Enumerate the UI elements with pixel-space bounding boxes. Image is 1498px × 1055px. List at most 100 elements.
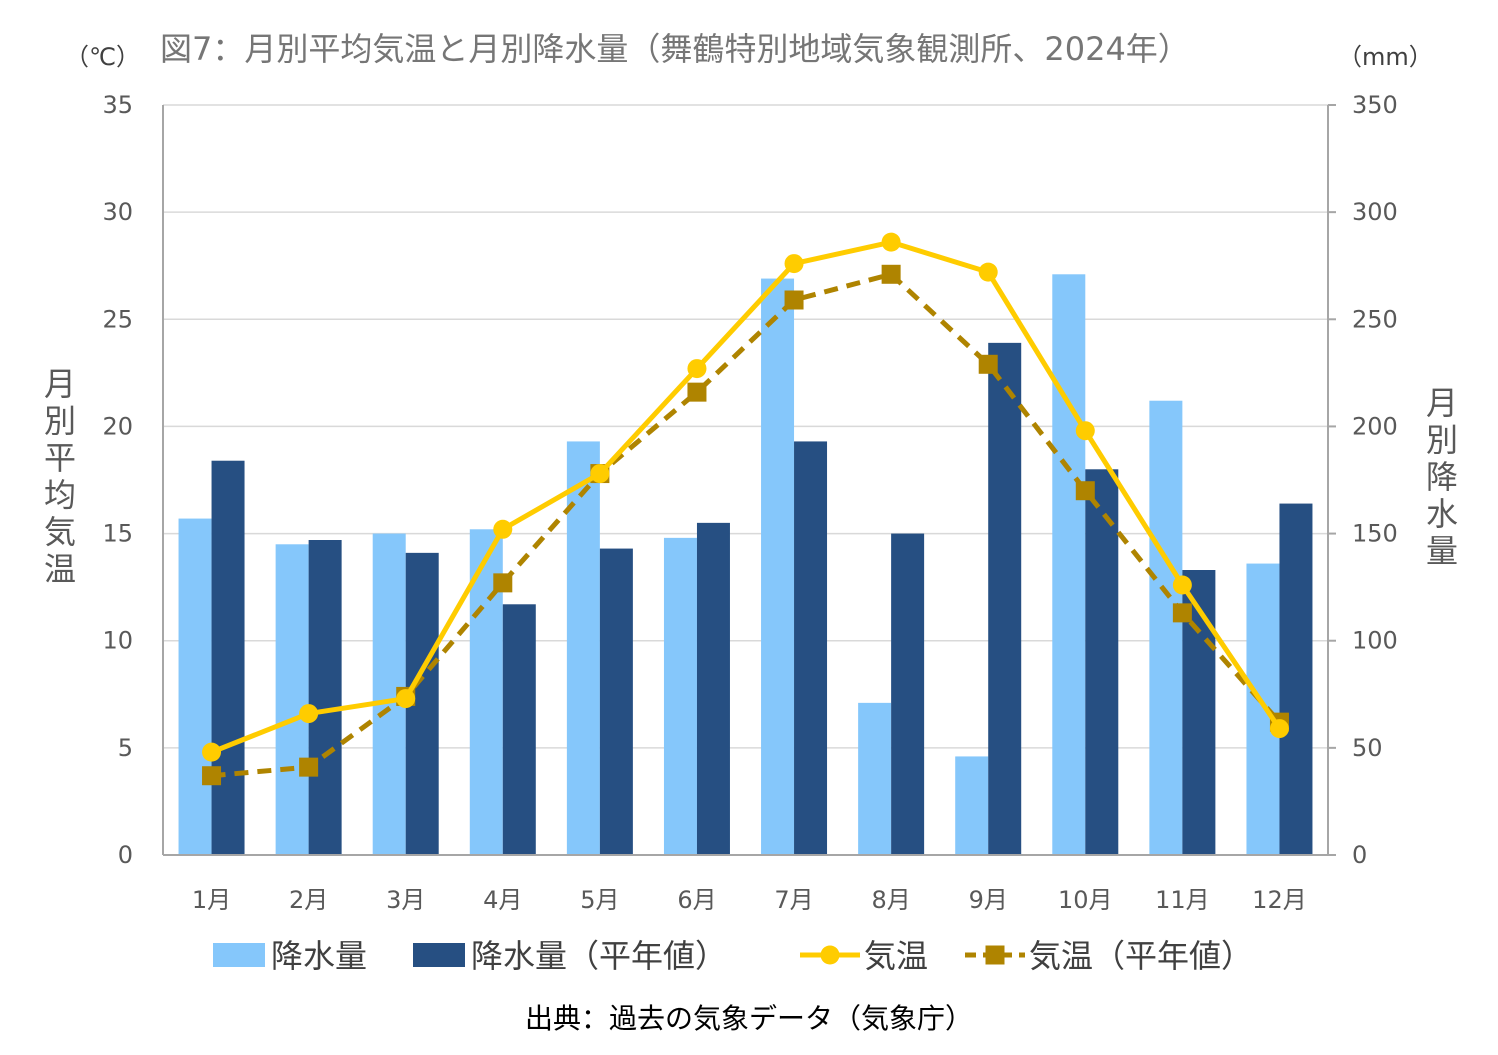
chart-title: 図7：月別平均気温と月別降水量（舞鶴特別地域気象観測所、2024年） bbox=[160, 30, 1190, 68]
axis-title-char: 水 bbox=[1426, 495, 1458, 533]
y-right-tick-label: 300 bbox=[1352, 198, 1398, 226]
x-tick-label: 12月 bbox=[1252, 886, 1307, 914]
data-point bbox=[978, 354, 998, 374]
y-right-tick-label: 150 bbox=[1352, 520, 1398, 548]
bar bbox=[1279, 503, 1313, 855]
data-point bbox=[396, 689, 416, 709]
data-point bbox=[1172, 603, 1192, 623]
legend-label: 気温 bbox=[864, 937, 928, 975]
bar bbox=[794, 441, 828, 855]
tick-labels: 0 0 5 50 10 100 15 150 20 200 25 250 30 300 35 350 1月 2月 3… bbox=[102, 91, 1397, 914]
legend-marker bbox=[985, 945, 1005, 965]
axis-title-char: 月 bbox=[1426, 384, 1458, 422]
x-tick-label: 10月 bbox=[1058, 886, 1113, 914]
bar bbox=[858, 702, 892, 855]
axis-title-char: 月 bbox=[44, 365, 76, 403]
y-left-tick-label: 35 bbox=[102, 91, 133, 119]
left-axis-unit: （℃） bbox=[65, 43, 140, 71]
y-right-tick-label: 100 bbox=[1352, 627, 1398, 655]
legend-swatch bbox=[213, 943, 265, 967]
bar bbox=[988, 342, 1022, 855]
y-right-tick-label: 200 bbox=[1352, 412, 1398, 440]
y-left-tick-label: 25 bbox=[102, 305, 133, 333]
data-point bbox=[493, 573, 513, 593]
y-left-tick-label: 20 bbox=[102, 412, 133, 440]
axis-title-char: 平 bbox=[44, 439, 76, 477]
y-left-tick-label: 5 bbox=[118, 734, 133, 762]
axis-title-char: 温 bbox=[44, 550, 76, 588]
bar bbox=[1149, 400, 1183, 855]
bar bbox=[696, 522, 730, 855]
legend-label: 降水量 bbox=[271, 937, 367, 975]
legend-swatch bbox=[413, 943, 465, 967]
x-tick-label: 2月 bbox=[289, 886, 328, 914]
y-left-tick-label: 30 bbox=[102, 198, 133, 226]
bar bbox=[761, 278, 795, 856]
axis-title-char: 気 bbox=[44, 513, 76, 551]
data-point bbox=[590, 464, 610, 484]
x-tick-label: 6月 bbox=[677, 886, 716, 914]
y-right-tick-label: 50 bbox=[1352, 734, 1383, 762]
line-path bbox=[211, 271, 1282, 779]
x-tick-label: 8月 bbox=[871, 886, 910, 914]
bar bbox=[308, 540, 342, 855]
data-point bbox=[299, 757, 319, 777]
data-point bbox=[881, 264, 901, 284]
bar-series bbox=[178, 274, 1313, 856]
bar bbox=[1052, 274, 1086, 855]
data-point bbox=[978, 262, 998, 282]
y-left-tick-label: 0 bbox=[118, 841, 133, 869]
data-point bbox=[1172, 575, 1192, 595]
bar bbox=[1085, 469, 1119, 855]
bar bbox=[275, 544, 309, 855]
data-point bbox=[784, 290, 804, 310]
data-point bbox=[784, 254, 804, 274]
data-point bbox=[493, 519, 513, 539]
bar bbox=[599, 548, 633, 855]
bar bbox=[891, 533, 925, 855]
x-tick-label: 7月 bbox=[774, 886, 813, 914]
legend-marker bbox=[820, 945, 840, 965]
legend-label: 気温（平年値） bbox=[1029, 937, 1253, 975]
data-point bbox=[881, 232, 901, 252]
right-axis-title: 月別降水量 bbox=[1426, 384, 1458, 570]
bar bbox=[1246, 563, 1280, 855]
axis-title-char: 量 bbox=[1426, 532, 1458, 570]
x-tick-label: 9月 bbox=[969, 886, 1008, 914]
y-right-tick-label: 350 bbox=[1352, 91, 1398, 119]
y-right-tick-label: 250 bbox=[1352, 305, 1398, 333]
data-point bbox=[1269, 719, 1289, 739]
data-point bbox=[299, 704, 319, 724]
x-tick-label: 4月 bbox=[483, 886, 522, 914]
y-right-tick-label: 0 bbox=[1352, 841, 1367, 869]
data-point bbox=[1075, 421, 1095, 441]
bar bbox=[502, 604, 536, 855]
bar bbox=[211, 460, 245, 855]
data-point bbox=[202, 766, 222, 786]
line-series bbox=[202, 232, 1289, 786]
source-note: 出典：過去の気象データ（気象庁） bbox=[525, 1002, 973, 1035]
bar bbox=[178, 518, 212, 855]
left-axis-title: 月別平均気温 bbox=[44, 365, 76, 588]
axis-title-char: 別 bbox=[44, 402, 76, 440]
x-tick-label: 5月 bbox=[580, 886, 619, 914]
line-path bbox=[210, 239, 1282, 755]
data-point bbox=[687, 382, 707, 402]
right-axis-unit: （mm） bbox=[1338, 43, 1433, 71]
x-tick-label: 1月 bbox=[192, 886, 231, 914]
y-left-tick-label: 15 bbox=[102, 520, 133, 548]
bar bbox=[663, 537, 697, 855]
axis-title-char: 降 bbox=[1426, 458, 1458, 496]
y-left-tick-label: 10 bbox=[102, 627, 133, 655]
bar bbox=[955, 756, 989, 855]
axes bbox=[162, 104, 1336, 856]
legend: 降水量 降水量（平年値） 気温 気温（平年値） bbox=[213, 937, 1253, 975]
axis-title-char: 別 bbox=[1426, 421, 1458, 459]
data-point bbox=[687, 359, 707, 379]
legend-label: 降水量（平年値） bbox=[471, 937, 727, 975]
x-tick-label: 3月 bbox=[386, 886, 425, 914]
bar bbox=[566, 441, 600, 855]
axis-title-char: 均 bbox=[44, 476, 76, 514]
data-point bbox=[202, 742, 222, 762]
